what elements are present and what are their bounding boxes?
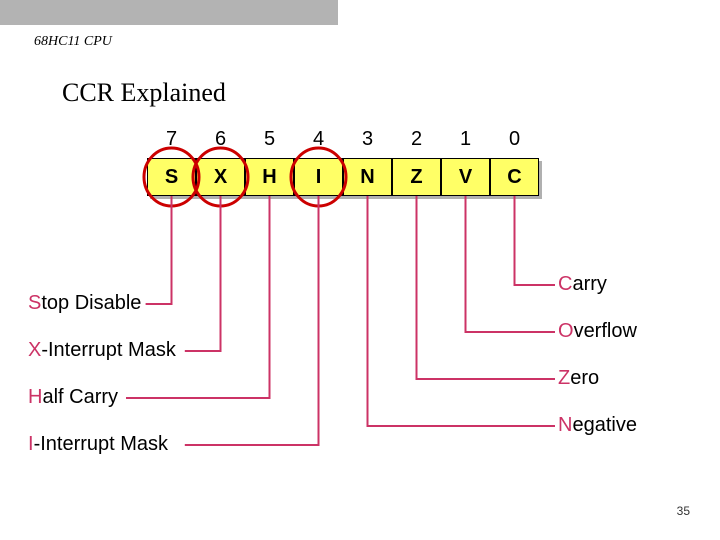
left-label: Half Carry [28, 386, 118, 409]
bit-number: 2 [392, 128, 441, 151]
right-label: Zero [558, 367, 599, 390]
bit-number: 6 [196, 128, 245, 151]
register-cell: Z [392, 158, 441, 196]
register-cell: H [245, 158, 294, 196]
register-cell: V [441, 158, 490, 196]
page-number: 35 [677, 504, 690, 518]
right-label: Carry [558, 273, 607, 296]
register-cell: S [147, 158, 196, 196]
register-cell: C [490, 158, 539, 196]
bit-number: 1 [441, 128, 490, 151]
ccr-register: SXHINZVC [147, 158, 539, 196]
bit-number-row: 76543210 [147, 128, 539, 151]
decorative-top-bar [0, 0, 338, 25]
bit-number: 7 [147, 128, 196, 151]
right-label: Negative [558, 414, 637, 437]
left-label: Stop Disable [28, 292, 141, 315]
left-label: I-Interrupt Mask [28, 433, 168, 456]
register-cell: N [343, 158, 392, 196]
bit-number: 4 [294, 128, 343, 151]
bit-number: 0 [490, 128, 539, 151]
register-cell: I [294, 158, 343, 196]
bit-number: 3 [343, 128, 392, 151]
register-cell: X [196, 158, 245, 196]
slide-subtitle: 68HC11 CPU [34, 34, 112, 50]
right-label: Overflow [558, 320, 637, 343]
slide-title: CCR Explained [62, 78, 226, 108]
left-label: X-Interrupt Mask [28, 339, 176, 362]
bit-number: 5 [245, 128, 294, 151]
